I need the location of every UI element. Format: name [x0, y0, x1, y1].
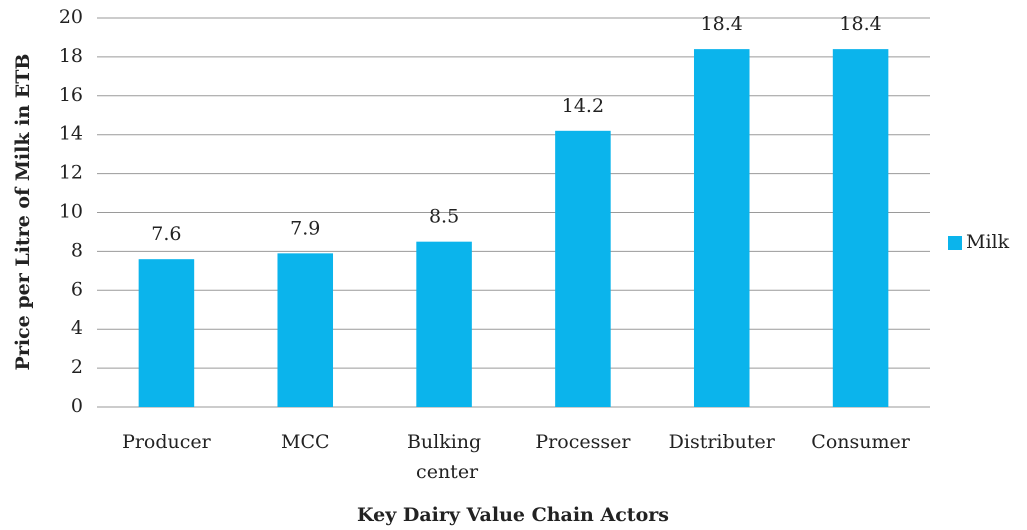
y-tick-label: 16 — [59, 84, 83, 106]
bar — [416, 241, 472, 407]
y-tick-label: 8 — [71, 239, 83, 261]
data-label: 8.5 — [429, 206, 459, 228]
x-tick-label: Bulking center — [407, 431, 481, 483]
x-tick-label: Producer — [122, 431, 212, 453]
bar — [277, 253, 334, 407]
x-tick-label: MCC — [281, 431, 330, 453]
bar — [555, 130, 611, 407]
x-tick-label: Consumer — [811, 431, 910, 453]
x-tick-label: Processer — [535, 431, 631, 453]
y-tick-label: 14 — [59, 123, 83, 145]
data-label: 7.6 — [151, 223, 181, 245]
y-tick-label: 18 — [59, 45, 83, 67]
data-label: 18.4 — [839, 13, 881, 35]
y-tick-label: 0 — [71, 395, 83, 417]
y-axis-title: Price per Litre of Milk in ETB — [12, 54, 34, 371]
x-axis-title: Key Dairy Value Chain Actors — [357, 504, 669, 526]
y-tick-label: 6 — [71, 278, 83, 300]
data-label: 18.4 — [701, 13, 743, 35]
data-label: 7.9 — [290, 217, 320, 239]
bar — [138, 259, 195, 407]
legend-label: Milk — [966, 231, 1010, 253]
y-tick-label: 4 — [71, 317, 83, 339]
y-tick-label: 2 — [71, 356, 83, 378]
y-tick-label: 12 — [59, 162, 83, 184]
y-tick-label: 20 — [59, 6, 83, 28]
bar — [832, 49, 889, 408]
legend-swatch — [948, 236, 962, 250]
y-tick-label: 10 — [59, 201, 83, 223]
bar — [693, 49, 750, 408]
x-tick-label: Distributer — [669, 431, 776, 453]
data-label: 14.2 — [562, 95, 604, 117]
